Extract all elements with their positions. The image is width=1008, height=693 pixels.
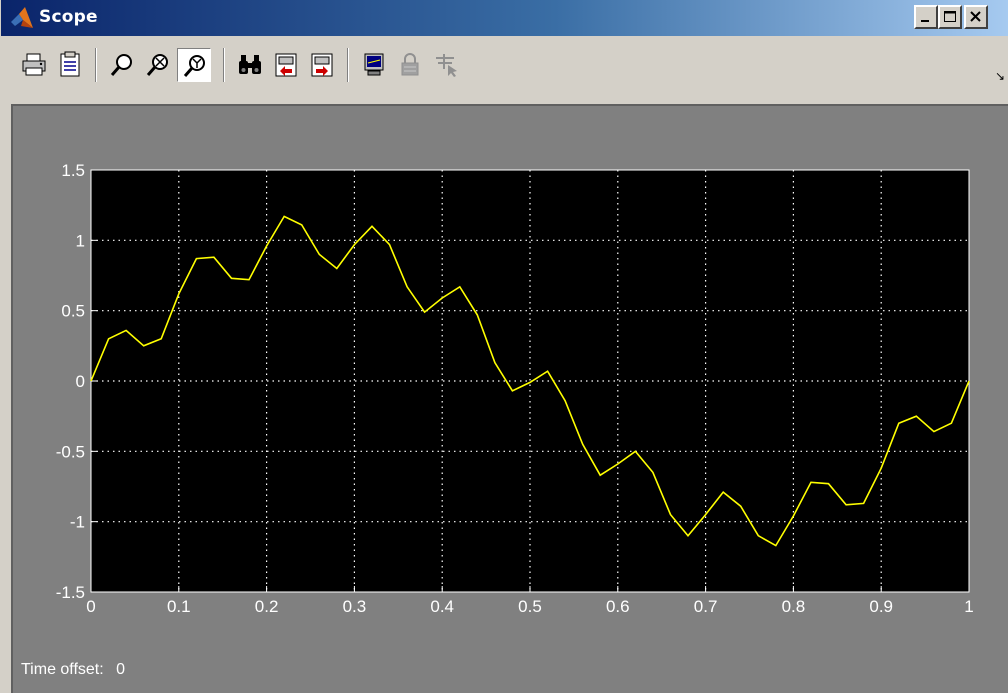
zoom-x-button[interactable] — [141, 48, 175, 82]
y-tick-label: 0.5 — [61, 302, 85, 321]
y-tick-label: 1.5 — [61, 161, 85, 180]
save-axes-icon — [275, 53, 297, 77]
zoom-y-icon — [183, 55, 205, 77]
y-tick-label: 1 — [76, 231, 85, 250]
maximize-icon — [944, 11, 956, 22]
signal-trace — [90, 215, 970, 547]
print-button[interactable] — [17, 48, 51, 82]
toolbar: ↘ — [1, 36, 1008, 104]
x-tick-label: 1 — [964, 597, 973, 616]
time-offset-value: 0 — [116, 661, 126, 678]
minimize-icon — [921, 20, 929, 22]
restore-axes-button[interactable] — [305, 48, 339, 82]
zoom-x-icon — [146, 54, 168, 76]
toolbar-separator — [223, 48, 225, 82]
title-bar[interactable]: Scope — [1, 0, 1008, 36]
maximize-button[interactable] — [938, 5, 962, 29]
floating-scope-icon — [364, 53, 384, 76]
scope-figure: 0 0.1 0.2 0.3 0.4 0.5 0.6 0.7 0.8 0.9 1 1.5 1 0.5 0 -0.… — [11, 104, 1008, 693]
y-tick-label: 0 — [76, 372, 85, 391]
y-tick-label: -1.5 — [56, 583, 85, 602]
autoscale-button[interactable] — [233, 48, 267, 82]
parameters-icon — [60, 51, 80, 77]
matlab-logo-icon — [11, 7, 33, 28]
x-tick-label: 0.5 — [518, 597, 542, 616]
signal-selection-button[interactable] — [429, 48, 463, 82]
x-tick-label: 0.2 — [255, 597, 279, 616]
time-offset-label: Time offset: — [21, 661, 104, 678]
zoom-icon — [110, 54, 132, 76]
close-button[interactable] — [964, 5, 988, 29]
x-tick-label: 0.6 — [606, 597, 630, 616]
minimize-button[interactable] — [914, 5, 938, 29]
zoom-button[interactable] — [105, 48, 139, 82]
x-tick-label: 0.1 — [167, 597, 191, 616]
window-title: Scope — [39, 7, 98, 27]
save-axes-button[interactable] — [269, 48, 303, 82]
lock-axes-button[interactable] — [393, 48, 427, 82]
x-tick-label: 0.3 — [343, 597, 367, 616]
toolbar-separator — [347, 48, 349, 82]
toolbar-overflow-icon[interactable]: ↘ — [994, 69, 1005, 83]
y-tick-label: -1 — [70, 513, 85, 532]
restore-axes-icon — [311, 53, 333, 77]
x-tick-label: 0 — [86, 597, 95, 616]
binoculars-icon — [239, 55, 261, 74]
parameters-button[interactable] — [53, 48, 87, 82]
x-tick-label: 0.4 — [430, 597, 454, 616]
x-tick-label: 0.9 — [869, 597, 893, 616]
lock-icon — [401, 53, 419, 76]
printer-icon — [22, 53, 46, 76]
status-bar: Time offset: 0 — [21, 661, 133, 679]
x-tick-label: 0.8 — [782, 597, 806, 616]
close-icon — [970, 11, 981, 22]
x-tick-label: 0.7 — [694, 597, 718, 616]
scope-plot[interactable]: 0 0.1 0.2 0.3 0.4 0.5 0.6 0.7 0.8 0.9 1 1.5 1 0.5 0 -0.… — [13, 106, 1008, 646]
toolbar-separator — [95, 48, 97, 82]
floating-scope-button[interactable] — [357, 48, 391, 82]
zoom-y-button[interactable] — [177, 48, 211, 82]
y-tick-label: -0.5 — [56, 442, 85, 461]
signal-selection-icon — [436, 54, 457, 77]
